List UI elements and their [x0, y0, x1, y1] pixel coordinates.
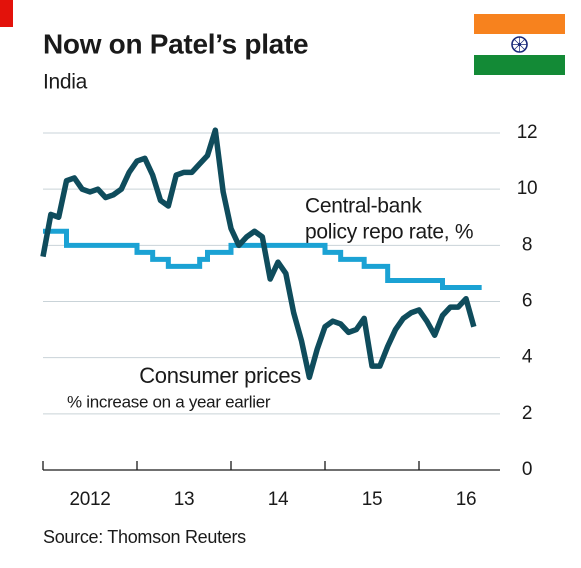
repo-rate-line — [43, 228, 482, 290]
y-tick-label: 6 — [522, 291, 532, 312]
india-flag — [474, 14, 565, 75]
source: Source: Thomson Reuters — [43, 527, 246, 547]
annotation: % increase on a year earlier — [67, 392, 271, 411]
y-tick-label: 12 — [517, 122, 538, 143]
x-tick-label: 15 — [362, 489, 383, 510]
cpi-line — [40, 127, 477, 381]
x-tick-label: 13 — [174, 489, 195, 510]
annotation: policy repo rate, % — [305, 221, 473, 244]
red-tag — [0, 0, 13, 27]
annotation: Central-bank — [305, 195, 422, 218]
chart-title: Now on Patel’s plate — [43, 28, 308, 59]
x-tick-label: 16 — [456, 489, 477, 510]
x-tick-label: 2012 — [69, 489, 110, 510]
annotation: Consumer prices — [139, 363, 301, 388]
y-tick-label: 0 — [522, 459, 532, 480]
y-tick-label: 10 — [517, 178, 538, 199]
y-tick-label: 2 — [522, 403, 532, 424]
chart-subtitle: India — [43, 71, 88, 94]
y-tick-label: 8 — [522, 234, 532, 255]
x-tick-label: 14 — [268, 489, 289, 510]
y-tick-label: 4 — [522, 347, 533, 368]
